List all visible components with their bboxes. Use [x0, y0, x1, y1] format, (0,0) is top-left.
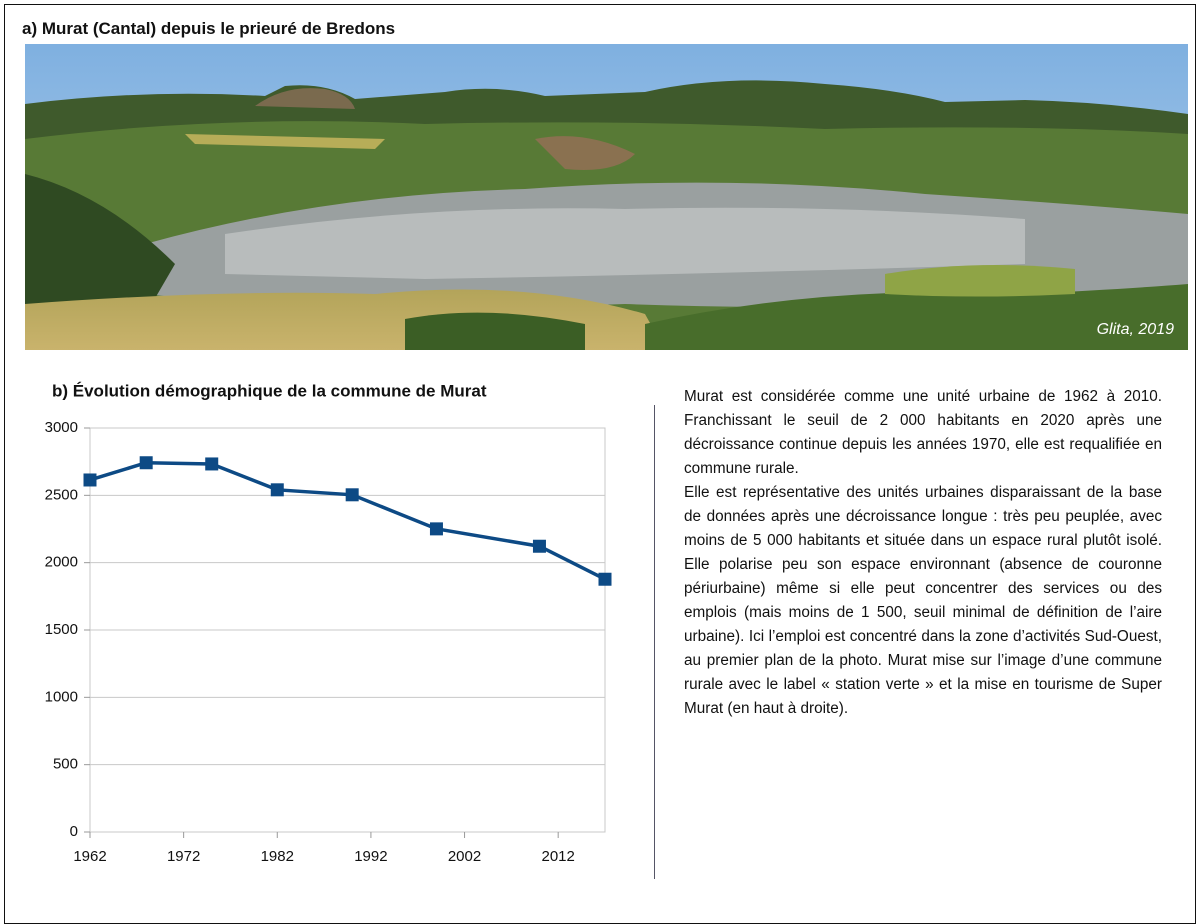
x-tick-label: 1972: [167, 848, 200, 865]
y-tick-label: 2500: [45, 486, 78, 503]
y-tick-label: 2000: [45, 554, 78, 571]
separator: [654, 405, 655, 879]
photo: [25, 44, 1188, 350]
y-tick-label: 3000: [45, 419, 78, 436]
x-tick-label: 2012: [541, 848, 574, 865]
x-tick-label: 1962: [73, 848, 106, 865]
data-marker: [140, 456, 153, 469]
y-tick-label: 0: [70, 823, 78, 840]
paragraph: Elle est représentative des unités urbai…: [684, 481, 1162, 721]
data-marker: [430, 522, 443, 535]
x-tick-label: 1992: [354, 848, 387, 865]
data-marker: [346, 488, 359, 501]
photo-credit: Glita, 2019: [1097, 321, 1174, 339]
chart-title: b) Évolution démographique de la commune…: [52, 381, 487, 400]
data-line: [90, 463, 605, 579]
text-block: Murat est considérée comme une unité urb…: [684, 385, 1162, 721]
y-tick-label: 500: [53, 756, 78, 773]
paragraph: Murat est considérée comme une unité urb…: [684, 385, 1162, 481]
data-marker: [84, 473, 97, 486]
y-tick-label: 1000: [45, 688, 78, 705]
data-marker: [599, 573, 612, 586]
photo-title: a) Murat (Cantal) depuis le prieuré de B…: [22, 19, 395, 39]
y-tick-label: 1500: [45, 621, 78, 638]
data-marker: [271, 483, 284, 496]
chart: b) Évolution démographique de la commune…: [0, 360, 640, 880]
data-marker: [533, 540, 546, 553]
data-marker: [205, 457, 218, 470]
x-tick-label: 2002: [448, 848, 481, 865]
x-tick-label: 1982: [261, 848, 294, 865]
